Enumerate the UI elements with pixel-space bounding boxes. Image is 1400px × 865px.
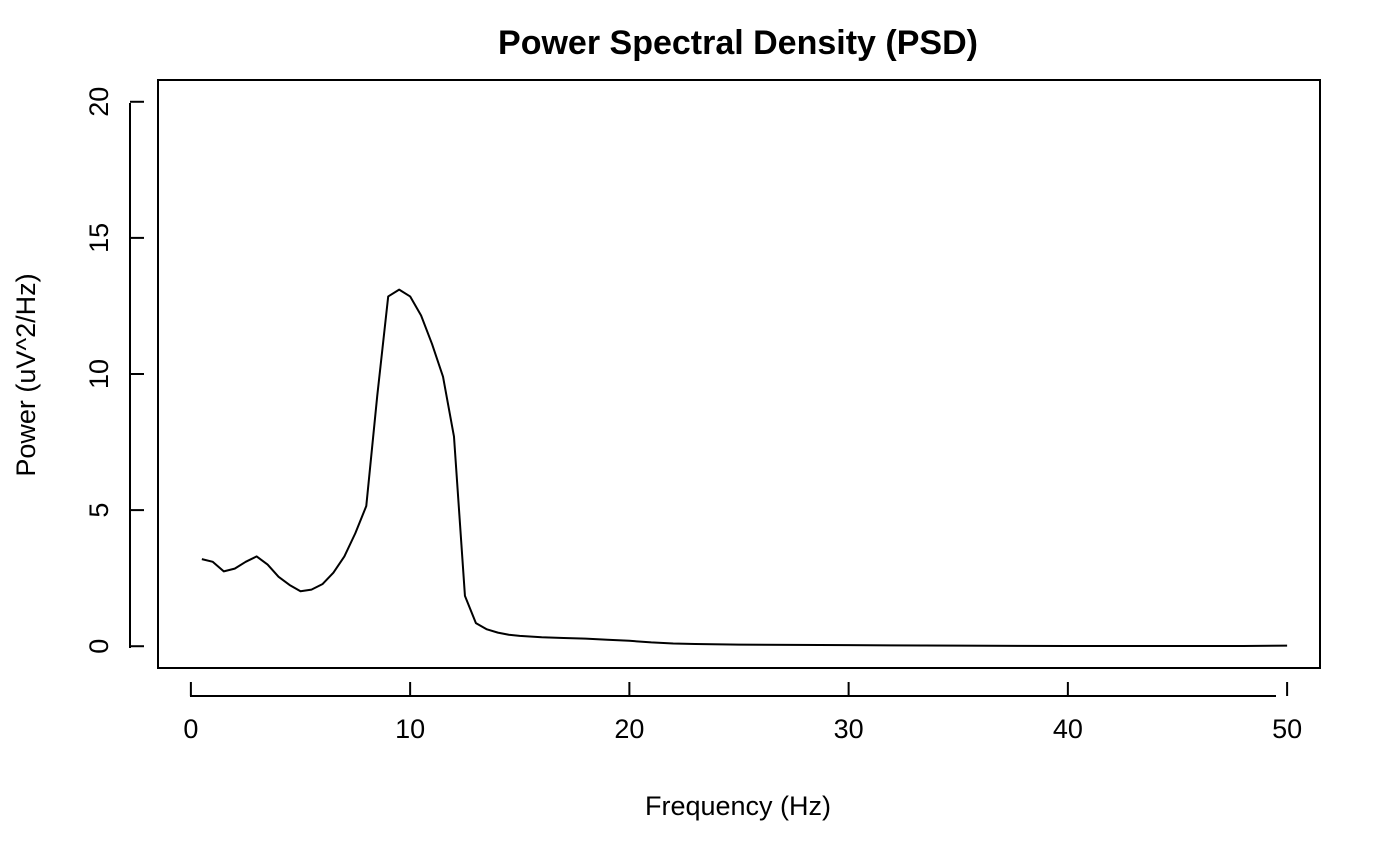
x-tick-label: 20 — [614, 714, 644, 744]
y-axis-ticks: 0 5 10 15 20 — [84, 87, 144, 654]
y-tick-label: 0 — [84, 639, 114, 654]
y-tick-label: 15 — [84, 223, 114, 253]
y-tick-label: 5 — [84, 503, 114, 518]
plot-frame — [157, 79, 1321, 669]
x-tick-label: 10 — [395, 714, 425, 744]
x-tick-label: 40 — [1053, 714, 1083, 744]
x-axis-ticks: 0 10 20 30 40 50 — [183, 682, 1302, 744]
x-tick-label: 30 — [834, 714, 864, 744]
psd-series-line — [201, 288, 1288, 647]
y-axis-label: Power (uV^2/Hz) — [11, 273, 41, 476]
chart-title: Power Spectral Density (PSD) — [498, 24, 978, 62]
y-tick-label: 20 — [84, 87, 114, 117]
x-axis-label: Frequency (Hz) — [645, 791, 831, 821]
x-tick-label: 50 — [1272, 714, 1302, 744]
x-tick-label: 0 — [183, 714, 198, 744]
y-tick-label: 10 — [84, 359, 114, 389]
